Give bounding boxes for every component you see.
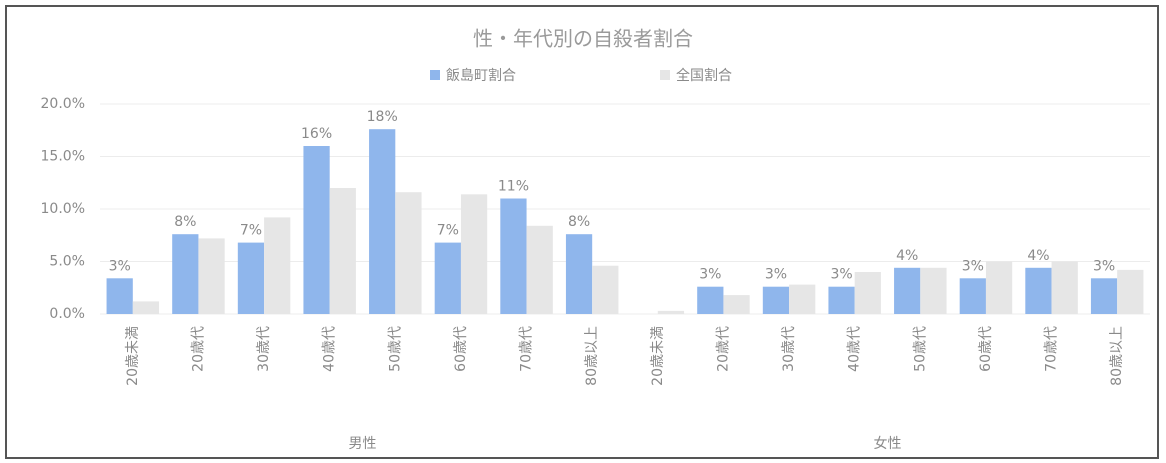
x-tick-label: 50歳代 bbox=[387, 326, 403, 372]
x-tick-label: 40歳代 bbox=[322, 326, 338, 372]
x-tick-label: 20歳未満 bbox=[125, 326, 141, 386]
bar bbox=[592, 265, 619, 314]
bar bbox=[303, 146, 330, 314]
data-label: 7% bbox=[240, 223, 262, 239]
x-tick-label: 70歳代 bbox=[1044, 326, 1060, 372]
x-tick-label: 80歳以上 bbox=[584, 326, 600, 386]
bar bbox=[237, 242, 265, 314]
bar bbox=[526, 225, 553, 314]
data-label: 3% bbox=[765, 267, 787, 283]
data-label: 4% bbox=[1027, 248, 1049, 264]
legend-label: 全国割合 bbox=[676, 67, 732, 84]
bar bbox=[172, 234, 199, 314]
group-label: 女性 bbox=[874, 435, 902, 452]
y-tick-label: 10.0% bbox=[41, 201, 85, 217]
bar bbox=[460, 194, 488, 314]
x-tick-label: 60歳代 bbox=[453, 326, 469, 372]
data-label: 3% bbox=[1093, 258, 1115, 274]
bar bbox=[762, 286, 790, 314]
bar bbox=[894, 267, 921, 314]
data-label: 3% bbox=[962, 258, 984, 274]
bar bbox=[697, 286, 724, 314]
legend-label: 飯島町割合 bbox=[446, 67, 516, 84]
bar bbox=[329, 188, 356, 314]
chart-border bbox=[5, 5, 1159, 459]
data-label: 3% bbox=[699, 267, 721, 283]
bar bbox=[828, 286, 855, 314]
bar bbox=[1117, 269, 1144, 314]
data-label: 16% bbox=[301, 126, 332, 142]
bar bbox=[434, 242, 461, 314]
x-tick-label: 20歳代 bbox=[190, 326, 206, 372]
legend-swatch bbox=[660, 70, 670, 80]
bar bbox=[723, 295, 750, 314]
bar bbox=[789, 284, 816, 314]
x-tick-label: 80歳以上 bbox=[1109, 326, 1125, 386]
x-tick-label: 70歳代 bbox=[519, 326, 535, 372]
data-label: 3% bbox=[109, 258, 131, 274]
y-tick-label: 20.0% bbox=[41, 96, 85, 112]
bar bbox=[854, 272, 881, 314]
bar bbox=[1090, 278, 1118, 314]
bar bbox=[369, 129, 396, 314]
group-label: 男性 bbox=[349, 436, 377, 452]
chart-title: 性・年代別の自殺者割合 bbox=[473, 27, 693, 51]
y-tick-label: 0.0% bbox=[49, 306, 85, 322]
x-tick-label: 40歳代 bbox=[847, 326, 863, 372]
data-label: 11% bbox=[498, 179, 529, 195]
data-label: 18% bbox=[367, 109, 398, 125]
data-label: 3% bbox=[830, 267, 852, 283]
bar bbox=[959, 278, 986, 314]
data-label: 4% bbox=[896, 248, 918, 264]
bar bbox=[198, 238, 225, 314]
x-tick-label: 60歳代 bbox=[978, 326, 994, 372]
bar bbox=[395, 192, 422, 314]
bar bbox=[1051, 261, 1078, 314]
y-tick-label: 5.0% bbox=[49, 254, 85, 270]
bar bbox=[1025, 267, 1052, 314]
bar bbox=[985, 261, 1013, 314]
bar bbox=[565, 234, 593, 314]
y-tick-label: 15.0% bbox=[41, 149, 85, 165]
x-tick-label: 30歳代 bbox=[256, 326, 272, 372]
bar bbox=[106, 278, 133, 314]
bar bbox=[132, 301, 160, 314]
x-tick-label: 20歳未満 bbox=[650, 326, 666, 386]
legend-swatch bbox=[430, 70, 440, 80]
x-tick-label: 50歳代 bbox=[912, 326, 928, 372]
data-label: 7% bbox=[437, 223, 459, 239]
bar bbox=[264, 217, 291, 314]
data-label: 8% bbox=[568, 214, 590, 230]
bar bbox=[657, 310, 685, 314]
data-label: 8% bbox=[174, 214, 196, 230]
x-tick-label: 30歳代 bbox=[781, 326, 797, 372]
bar bbox=[920, 267, 947, 314]
bar bbox=[500, 198, 527, 314]
x-tick-label: 20歳代 bbox=[715, 326, 731, 372]
